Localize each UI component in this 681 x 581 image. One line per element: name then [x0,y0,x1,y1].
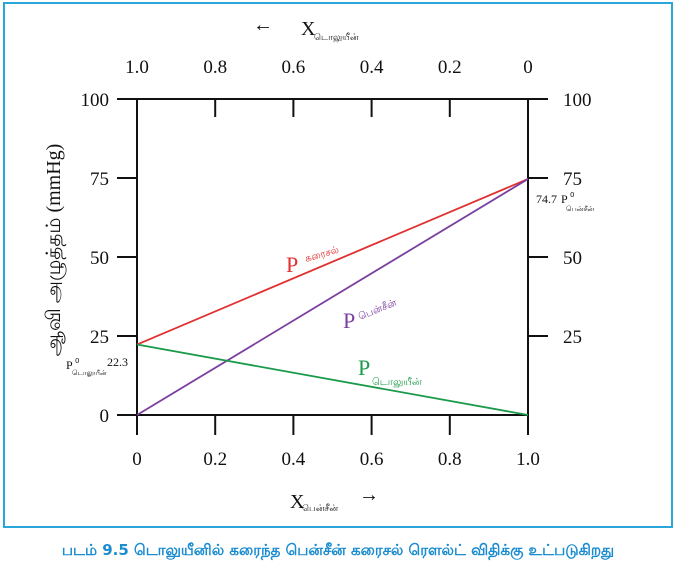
figure-frame [3,2,673,574]
left-value-annotation: 22.3 [107,355,128,369]
x-bottom-axis-arrow: → [359,484,379,506]
right-value-annotation: 74.7 [536,192,557,206]
series-line-2 [136,178,529,416]
x-top-axis-subtitle: டொலுயீன் [314,33,359,43]
x-top-tick-label: 0.4 [360,57,384,78]
x-bottom-axis-title: X [290,491,305,513]
left-sub-annotation: டொலுயீன் [72,369,107,377]
series-line-3 [136,343,529,416]
figure-caption: படம் 9.5 டொலுயீனில் கரைந்த பென்சீன் கரைச… [61,541,615,559]
x-bottom-tick-label: 0 [132,449,142,470]
series-label-sub-1: கரைசல் [304,245,341,265]
right-symbol-annotation: P [561,192,568,206]
x-top-tick-label: 0 [523,57,533,78]
right-sup-annotation: 0 [570,191,574,199]
series-label-sub-3: டொலுயீன் [372,377,422,388]
y-right-tick-label: 25 [563,327,582,348]
left-sup-annotation: 0 [75,357,79,365]
x-top-tick-label: 0.2 [438,57,462,78]
series-label-sub-2: பென்சீன் [357,297,399,322]
x-top-tick-label: 1.0 [125,57,149,78]
y-left-tick-label: 50 [90,248,109,269]
y-left-tick-label: 25 [90,327,109,348]
series-label-letter-2: P [343,308,355,333]
caption-bar: படம் 9.5 டொலுயீனில் கரைந்த பென்சீன் கரைச… [3,526,673,574]
raoult-law-chart: 0 0.2 0.4 0.6 0.8 1.0 1.0 0.8 0.6 0.4 0.2 0 0 25 50 75 1… [43,14,594,514]
y-left-tick-label: 0 [100,406,110,427]
y-axis-title: ஆவி அழுத்தம் (mmHg) [43,144,66,357]
series-label-letter-3: P [358,355,370,380]
x-top-tick-label: 0.6 [282,57,306,78]
right-sub-annotation: பென்சீன் [566,205,594,213]
y-left-tick-label: 100 [81,90,110,111]
x-top-axis-title: X [301,18,316,40]
series-label-letter-1: P [286,252,298,277]
y-left-tick-label: 75 [90,169,109,190]
x-top-tick-label: 0.8 [203,57,227,78]
y-right-tick-label: 100 [563,90,592,111]
y-right-tick-label: 50 [563,248,582,269]
x-top-axis-arrow: ← [253,14,273,36]
x-bottom-tick-label: 0.4 [282,449,306,470]
series-line-1 [136,178,529,346]
y-right-tick-label: 75 [563,169,582,190]
x-bottom-tick-label: 0.2 [203,449,227,470]
x-bottom-tick-label: 0.6 [360,449,384,470]
x-bottom-tick-label: 0.8 [438,449,462,470]
x-bottom-tick-label: 1.0 [516,449,540,470]
left-symbol-annotation: P [66,358,73,372]
x-bottom-axis-subtitle: பென்சீன் [302,504,338,514]
